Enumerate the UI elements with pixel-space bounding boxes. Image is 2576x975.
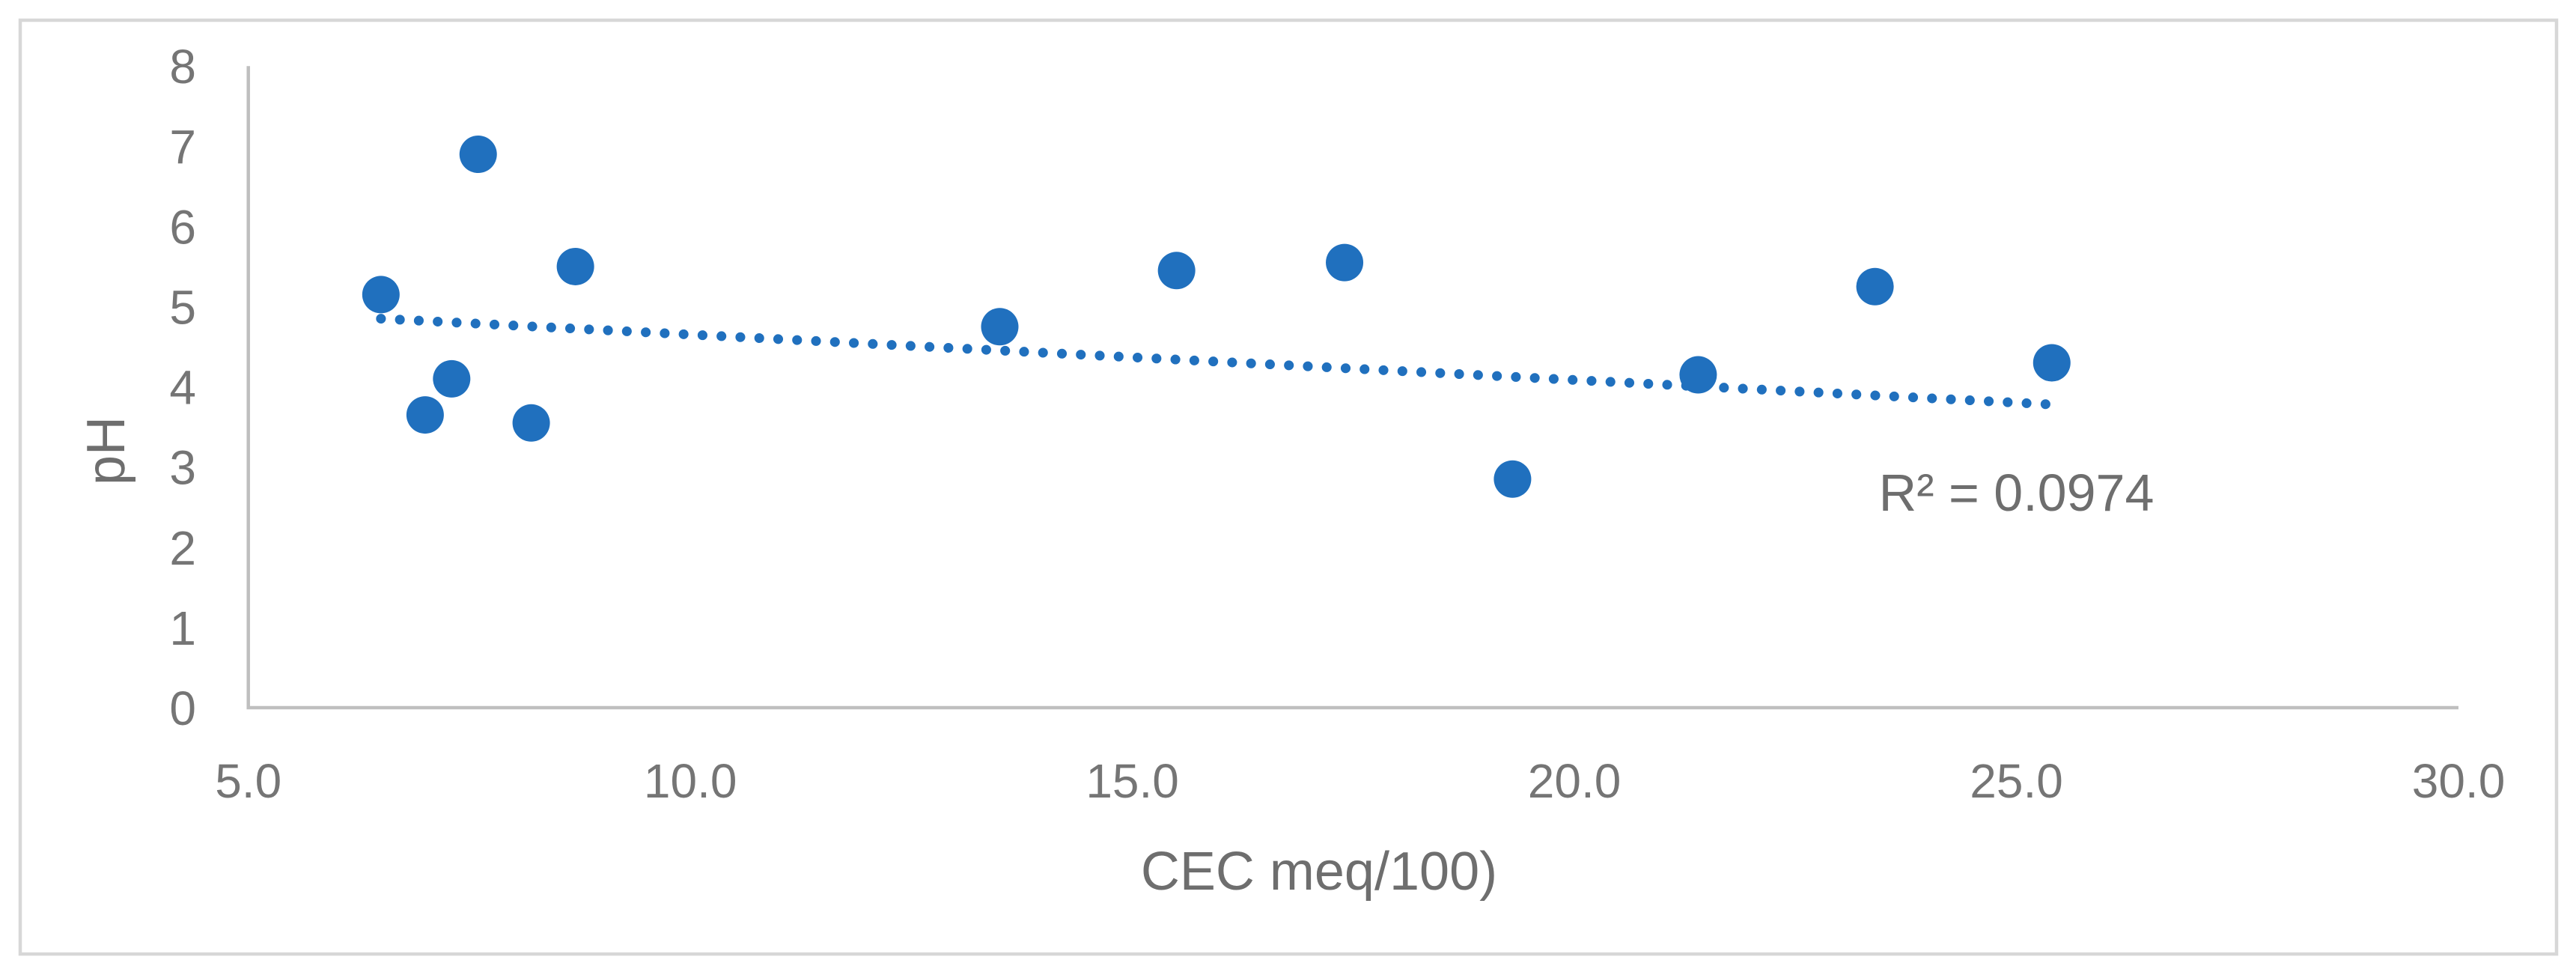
x-tick-label: 10.0: [644, 754, 737, 808]
data-point: [2033, 344, 2071, 382]
r-squared-annotation: R² = 0.0974: [1879, 464, 2155, 522]
y-tick-label: 5: [169, 281, 196, 335]
y-tick-label: 7: [169, 120, 196, 174]
data-point: [512, 404, 550, 442]
y-tick-label: 0: [169, 681, 196, 735]
x-tick-label: 15.0: [1085, 754, 1179, 808]
x-axis-tick-labels: 5.0 10.0 15.0 20.0 25.0 30.0: [215, 754, 2505, 808]
y-tick-label: 3: [169, 441, 196, 495]
data-point: [459, 136, 497, 174]
data-point: [1679, 356, 1717, 394]
y-tick-label: 8: [169, 40, 196, 94]
y-tick-label: 1: [169, 601, 196, 655]
data-point: [1326, 243, 1364, 282]
data-point: [1856, 267, 1894, 306]
data-point: [1157, 252, 1196, 290]
data-point: [1493, 460, 1532, 498]
data-point: [406, 396, 444, 434]
y-tick-label: 4: [169, 361, 196, 415]
chart-border: [18, 18, 2559, 956]
data-point: [981, 308, 1019, 346]
data-point: [556, 247, 594, 285]
x-tick-label: 30.0: [2412, 754, 2506, 808]
x-tick-label: 25.0: [1970, 754, 2063, 808]
x-tick-label: 5.0: [215, 754, 281, 808]
y-tick-label: 2: [169, 521, 196, 575]
axis-lines: [246, 66, 2458, 710]
y-tick-label: 6: [169, 200, 196, 254]
trendline: [376, 314, 2057, 410]
data-points: [362, 136, 2071, 498]
data-point: [433, 359, 471, 398]
x-tick-label: 20.0: [1528, 754, 1622, 808]
y-axis-tick-labels: 0 1 2 3 4 5 6 7 8: [169, 40, 196, 735]
y-axis-title: pH: [76, 416, 136, 485]
data-point: [362, 276, 400, 314]
x-axis-title: CEC meq/100): [1141, 842, 1497, 902]
